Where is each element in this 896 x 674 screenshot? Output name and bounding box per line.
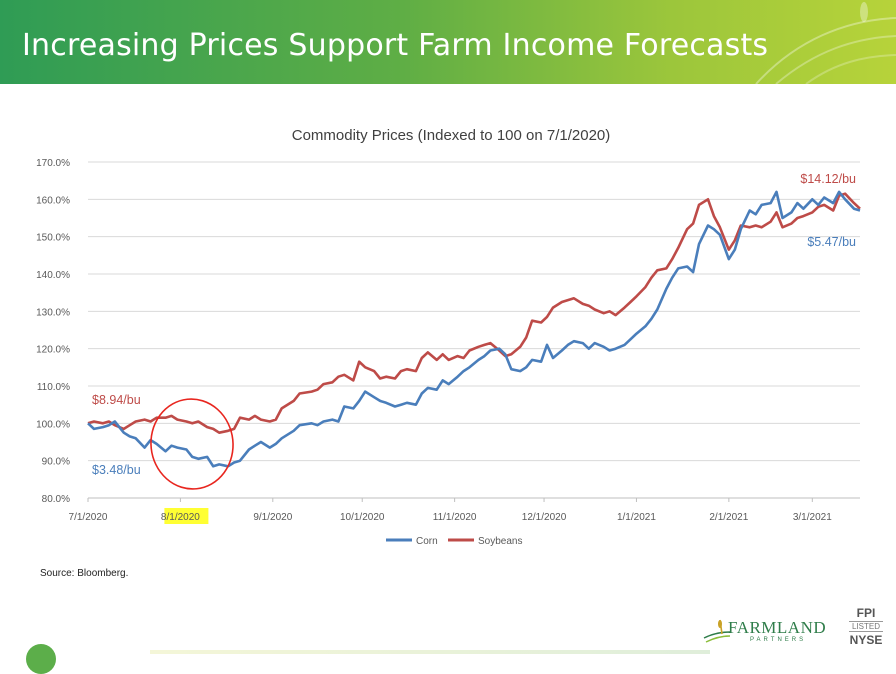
- farmland-partners-logo: FARMLAND PARTNERS: [702, 612, 842, 650]
- source-note: Source: Bloomberg.: [40, 568, 129, 579]
- price-annotation: $5.47/bu: [807, 235, 856, 249]
- chart-title: Commodity Prices (Indexed to 100 on 7/1/…: [292, 127, 611, 144]
- x-tick-label: 9/1/2020: [253, 512, 292, 523]
- slide-header: Increasing Prices Support Farm Income Fo…: [0, 0, 896, 84]
- x-axis: 7/1/2020 8/1/2020 9/1/2020 10/1/2020 11/1/20…: [69, 498, 832, 524]
- x-tick-label: 8/1/2020: [161, 512, 200, 523]
- legend-label: Soybeans: [478, 536, 522, 547]
- wheat-leaf-decoration: [755, 2, 896, 84]
- listed-label: LISTED: [849, 621, 883, 632]
- logo-name: FARMLAND: [728, 618, 827, 637]
- x-tick-label: 10/1/2020: [340, 512, 385, 523]
- logo-subtitle: PARTNERS: [750, 637, 807, 643]
- y-tick-label: 130.0%: [36, 307, 70, 318]
- price-annotation: $14.12/bu: [800, 172, 856, 186]
- x-tick-label: 7/1/2020: [69, 512, 108, 523]
- chart-series-lines: [87, 190, 861, 468]
- y-tick-label: 110.0%: [37, 382, 70, 393]
- chart-legend: Corn Soybeans: [386, 536, 522, 547]
- wheat-logo-icon: [703, 619, 731, 643]
- y-tick-label: 80.0%: [42, 494, 70, 505]
- series-line-corn: [87, 190, 861, 468]
- y-axis: 80.0% 90.0% 100.0% 110.0% 120.0% 130.0% 140.0%…: [36, 158, 70, 505]
- chart-gridlines: [88, 161, 860, 499]
- legend-label: Corn: [416, 536, 438, 547]
- x-tick-highlight: [164, 508, 209, 524]
- x-tick-label: 2/1/2021: [709, 512, 748, 523]
- corner-decoration: [26, 644, 56, 674]
- ticker-badge: FPI LISTED NYSE: [846, 606, 886, 647]
- footer-band: [150, 650, 710, 654]
- y-tick-label: 170.0%: [36, 158, 70, 169]
- x-tick-label: 12/1/2020: [522, 512, 567, 523]
- chart-annotations: $14.12/bu $5.47/bu $8.94/bu $3.48/bu: [92, 172, 856, 477]
- x-tick-label: 1/1/2021: [617, 512, 656, 523]
- hand-drawn-circle-annotation: [150, 398, 234, 490]
- y-tick-label: 120.0%: [36, 345, 70, 356]
- commodity-price-chart: Commodity Prices (Indexed to 100 on 7/1/…: [36, 127, 861, 547]
- ticker-symbol: FPI: [856, 606, 876, 620]
- x-tick-label: 11/1/2020: [433, 512, 477, 523]
- y-tick-label: 150.0%: [36, 233, 70, 244]
- y-tick-label: 100.0%: [36, 419, 70, 430]
- price-annotation: $8.94/bu: [92, 393, 141, 407]
- y-tick-label: 140.0%: [36, 270, 70, 281]
- price-annotation: $3.48/bu: [92, 463, 141, 477]
- y-tick-label: 160.0%: [36, 195, 70, 206]
- series-line-soybeans: [87, 192, 861, 434]
- slide-title: Increasing Prices Support Farm Income Fo…: [22, 28, 769, 63]
- y-tick-label: 90.0%: [42, 457, 70, 468]
- exchange-label: NYSE: [849, 633, 883, 647]
- x-tick-label: 3/1/2021: [793, 512, 832, 523]
